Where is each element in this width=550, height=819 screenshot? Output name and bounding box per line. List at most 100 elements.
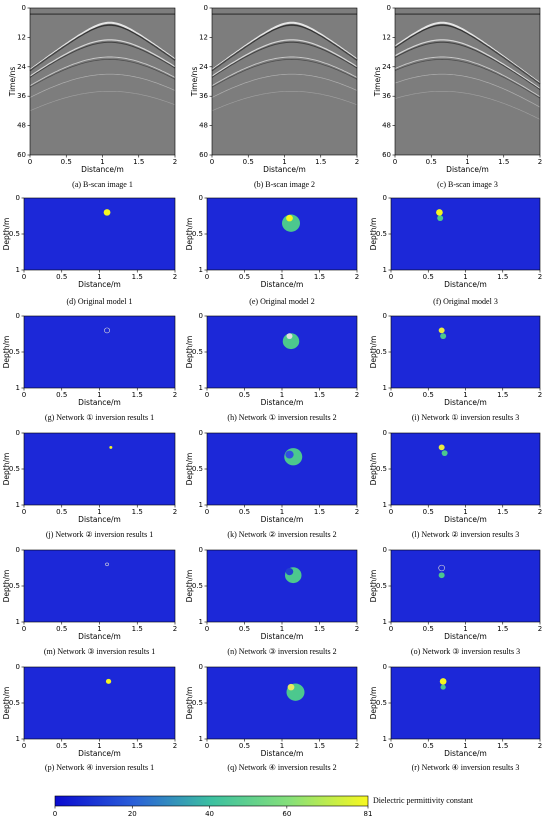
hyperbola (211, 73, 358, 98)
y-tick-label: 60 (17, 151, 26, 159)
model-image (24, 550, 175, 622)
anomaly (103, 209, 111, 216)
y-tick-label: 0 (383, 546, 387, 554)
y-tick-label: 24 (17, 63, 26, 71)
model-image (391, 198, 540, 270)
y-tick-label: 1 (383, 618, 387, 626)
x-tick-label: 0.5 (423, 742, 434, 750)
x-tick-label: 2 (355, 158, 359, 166)
caption: (i) Network ① inversion results 3 (412, 413, 519, 422)
model-image (391, 433, 540, 505)
caption: (g) Network ① inversion results 1 (45, 413, 154, 422)
anomaly (109, 445, 113, 449)
x-axis-label: Distance/m (261, 515, 304, 524)
y-tick-label: 12 (17, 33, 26, 41)
x-tick-label: 1 (463, 625, 467, 633)
x-tick-label: 0.5 (56, 742, 67, 750)
hyperbola (394, 41, 541, 90)
x-tick-label: 1 (463, 391, 467, 399)
x-tick-label: 1 (463, 742, 467, 750)
y-axis-label: Depth/m (2, 218, 11, 251)
caption: (n) Network ③ inversion results 2 (227, 647, 336, 656)
y-tick-label: 0.5 (9, 699, 20, 707)
x-tick-label: 0.5 (423, 625, 434, 633)
caption: (h) Network ① inversion results 2 (227, 413, 336, 422)
x-tick-label: 1 (463, 273, 467, 281)
x-axis-label: Distance/m (261, 398, 304, 407)
anomaly (436, 209, 443, 216)
x-tick-label: 1.5 (497, 273, 508, 281)
hyperbola (211, 24, 358, 72)
x-tick-label: 1.5 (497, 625, 508, 633)
caption: (r) Network ④ inversion results 3 (412, 763, 520, 772)
y-tick-label: 0 (383, 194, 387, 202)
x-tick-label: 1 (280, 273, 284, 281)
y-tick-label: 0.5 (192, 465, 203, 473)
x-tick-label: 0 (205, 625, 209, 633)
y-tick-label: 0 (199, 312, 203, 320)
caption: (a) B-scan image 1 (72, 180, 133, 189)
bscan-image (395, 8, 540, 155)
y-tick-label: 12 (382, 33, 391, 41)
anomaly (438, 564, 445, 572)
x-axis-label: Distance/m (78, 632, 121, 641)
y-axis-label: Depth/m (185, 453, 194, 486)
hyperbola (211, 56, 358, 87)
model-image (24, 667, 175, 739)
colorbar-tick-label: 0 (53, 810, 57, 818)
y-tick-label: 48 (199, 122, 208, 130)
caption: (j) Network ② inversion results 1 (46, 530, 153, 539)
x-tick-label: 0 (389, 273, 393, 281)
hyperbola (394, 73, 541, 108)
y-tick-label: 1 (199, 618, 203, 626)
y-tick-label: 0.5 (9, 230, 20, 238)
x-axis-label: Distance/m (78, 398, 121, 407)
x-tick-label: 0 (205, 742, 209, 750)
x-tick-label: 1 (280, 508, 284, 516)
x-tick-label: 1 (280, 391, 284, 399)
x-tick-label: 1 (463, 508, 467, 516)
caption: (c) B-scan image 3 (437, 180, 498, 189)
y-tick-label: 1 (16, 501, 20, 509)
y-tick-label: 0.5 (192, 348, 203, 356)
y-tick-label: 1 (199, 384, 203, 392)
y-tick-label: 0 (199, 429, 203, 437)
y-tick-label: 0 (16, 546, 20, 554)
anomaly (438, 327, 445, 334)
y-axis-label: Depth/m (185, 218, 194, 251)
y-tick-label: 0 (199, 546, 203, 554)
x-axis-label: Distance/m (261, 280, 304, 289)
anomaly (439, 678, 447, 685)
x-tick-label: 0.5 (239, 508, 250, 516)
y-tick-label: 1 (16, 384, 20, 392)
y-axis-label: Depth/m (369, 218, 378, 251)
x-tick-label: 1 (465, 158, 469, 166)
x-tick-label: 0.5 (56, 508, 67, 516)
x-tick-label: 1.5 (497, 508, 508, 516)
x-tick-label: 1.5 (314, 508, 325, 516)
y-tick-label: 0 (383, 312, 387, 320)
x-tick-label: 1.5 (314, 273, 325, 281)
x-tick-label: 0 (205, 391, 209, 399)
y-axis-label: Time/ns (190, 67, 199, 98)
x-tick-label: 2 (538, 158, 542, 166)
hyperbola (29, 91, 176, 112)
x-tick-label: 1 (97, 508, 101, 516)
model-image (24, 433, 175, 505)
x-tick-label: 0 (393, 158, 397, 166)
model-image (391, 550, 540, 622)
y-tick-label: 24 (199, 63, 208, 71)
x-tick-label: 2 (355, 508, 359, 516)
caption: (k) Network ② inversion results 2 (227, 530, 336, 539)
y-tick-label: 0 (383, 429, 387, 437)
y-tick-label: 48 (382, 122, 391, 130)
x-tick-label: 2 (538, 273, 542, 281)
y-tick-label: 24 (382, 63, 391, 71)
x-tick-label: 2 (173, 391, 177, 399)
x-axis-label: Distance/m (444, 749, 487, 758)
x-tick-label: 0.5 (423, 391, 434, 399)
x-tick-label: 1.5 (315, 158, 326, 166)
x-tick-label: 1 (100, 158, 104, 166)
y-tick-label: 0 (22, 4, 26, 12)
model-image (207, 433, 357, 505)
